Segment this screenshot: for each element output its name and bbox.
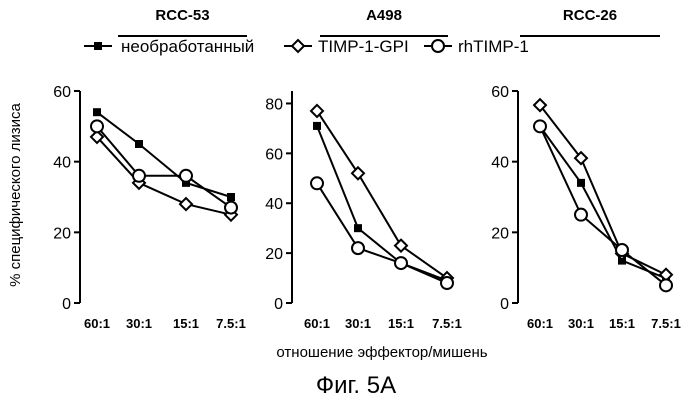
series-line-2: [540, 105, 666, 275]
data-point-diamond: [180, 198, 192, 210]
data-point-circle: [395, 257, 407, 269]
x-tick-label: 15:1: [609, 316, 635, 331]
series-line-1: [97, 112, 231, 197]
x-tick-label: 60:1: [527, 316, 553, 331]
panel-title: RCC-26: [563, 7, 617, 24]
y-tick-label: 60: [53, 84, 71, 101]
legend-label-timp1-gpi: TIMP-1-GPI: [318, 37, 409, 56]
y-tick-label: 0: [62, 296, 71, 313]
series-line-2: [317, 111, 447, 278]
data-point-circle: [352, 242, 364, 254]
y-tick-label: 40: [491, 155, 509, 172]
data-point-diamond: [395, 240, 407, 252]
data-point-square: [227, 193, 235, 201]
y-tick-label: 0: [500, 296, 509, 313]
x-tick-label: 15:1: [173, 316, 199, 331]
y-tick-label: 20: [265, 246, 283, 263]
data-point-square: [135, 140, 143, 148]
series-line-3: [97, 126, 231, 207]
x-tick-label: 7.5:1: [216, 316, 246, 331]
series-line-3: [317, 183, 447, 283]
data-point-square: [93, 108, 101, 116]
y-tick-label: 40: [53, 155, 71, 172]
x-tick-label: 7.5:1: [651, 316, 681, 331]
data-point-circle: [660, 279, 672, 291]
x-tick-label: 30:1: [126, 316, 152, 331]
data-point-circle: [441, 277, 453, 289]
figure-caption: Фиг. 5А: [316, 372, 396, 399]
data-point-circle: [91, 120, 103, 132]
legend-label-rhtimp1: rhTIMP-1: [458, 37, 529, 56]
y-tick-label: 0: [274, 296, 283, 313]
y-tick-label: 60: [265, 146, 283, 163]
data-point-circle: [225, 202, 237, 214]
y-tick-label: 20: [491, 225, 509, 242]
series-line-3: [540, 126, 666, 285]
data-point-diamond: [311, 105, 323, 117]
data-point-square: [354, 224, 362, 232]
data-point-circle: [534, 120, 546, 132]
data-point-diamond: [352, 167, 364, 179]
data-point-square: [313, 122, 321, 130]
y-axis-label: % специфического лизиса: [7, 102, 24, 286]
x-axis-label: отношение эффектор/мишень: [276, 344, 487, 361]
x-tick-label: 30:1: [568, 316, 594, 331]
data-point-circle: [311, 177, 323, 189]
data-point-square: [577, 179, 585, 187]
x-tick-label: 60:1: [304, 316, 330, 331]
y-tick-label: 20: [53, 225, 71, 242]
x-tick-label: 15:1: [388, 316, 414, 331]
y-tick-label: 40: [265, 196, 283, 213]
data-point-circle: [133, 170, 145, 182]
panel-title: RCC-53: [155, 7, 209, 24]
legend-item-rhtimp1: rhTIMP-1: [424, 37, 529, 56]
legend-label-untreated: необработанный: [121, 37, 254, 56]
y-tick-label: 60: [491, 84, 509, 101]
legend-item-untreated: необработанный: [84, 37, 254, 56]
y-tick-label: 80: [265, 96, 283, 113]
x-tick-label: 60:1: [84, 316, 110, 331]
x-tick-label: 7.5:1: [432, 316, 462, 331]
legend-item-timp1-gpi: TIMP-1-GPI: [284, 37, 409, 56]
series-line-1: [540, 126, 666, 278]
panel-title: A498: [366, 7, 402, 24]
legend: необработанный TIMP-1-GPI rhTIMP-1: [84, 37, 529, 56]
data-point-circle: [575, 209, 587, 221]
x-tick-label: 30:1: [345, 316, 371, 331]
data-point-circle: [180, 170, 192, 182]
data-point-circle: [616, 244, 628, 256]
